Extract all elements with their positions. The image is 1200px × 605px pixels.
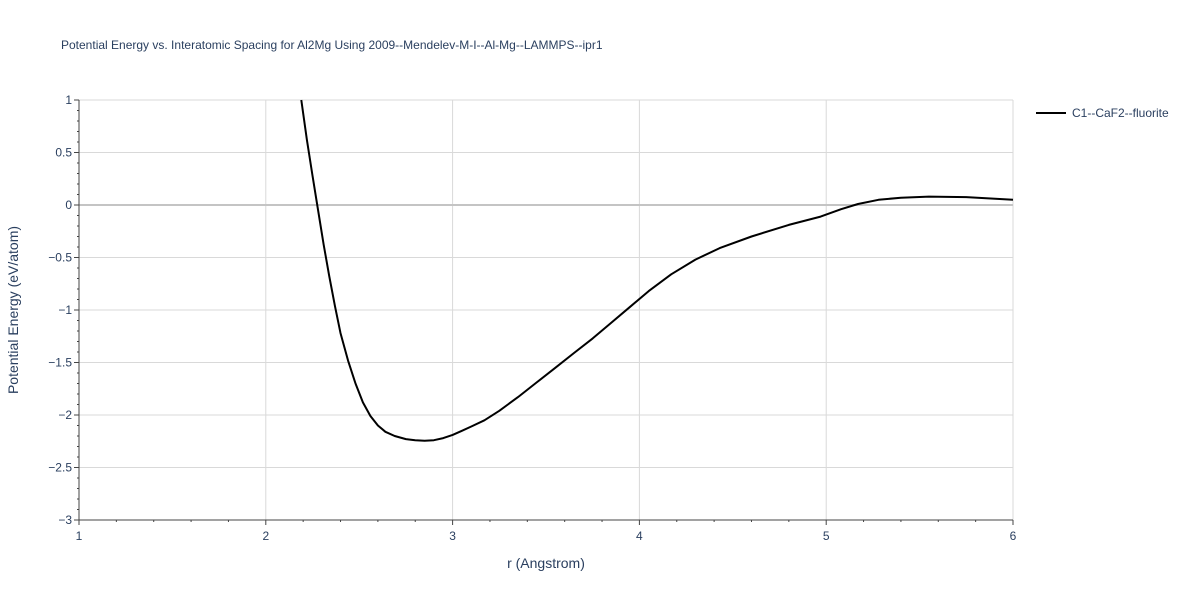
series-layer [300, 99, 1014, 442]
x-tick-label: 5 [823, 529, 830, 543]
x-tick-label: 3 [449, 529, 456, 543]
y-tick-label: −0.5 [48, 251, 72, 265]
y-axis-title: Potential Energy (eV/atom) [5, 226, 21, 394]
y-tick-label: −1.5 [48, 356, 72, 370]
y-tick-label: −3 [58, 513, 72, 527]
x-tick-label: 6 [1010, 529, 1017, 543]
y-tick-label: 0.5 [55, 146, 72, 160]
y-tick-label: −1 [58, 303, 72, 317]
y-tick-label: −2.5 [48, 461, 72, 475]
x-tick-label: 4 [636, 529, 643, 543]
chart-title: Potential Energy vs. Interatomic Spacing… [61, 38, 603, 52]
y-tick-label: 1 [65, 93, 72, 107]
x-axis-title: r (Angstrom) [507, 555, 585, 571]
y-tick-label: −2 [58, 408, 72, 422]
series-line [300, 99, 1014, 442]
legend[interactable]: C1--CaF2--fluorite [1036, 106, 1169, 120]
y-tick-label: 0 [65, 198, 72, 212]
axes-layer: 1 2 3 4 5 6 −3 −2.5 −2 −1.5 −1 −0.5 0 0.5 1 [48, 93, 1016, 543]
legend-line-swatch [1036, 112, 1066, 114]
x-tick-label: 1 [76, 529, 83, 543]
x-tick-label: 2 [262, 529, 269, 543]
legend-label: C1--CaF2--fluorite [1072, 106, 1169, 120]
grid-layer [79, 99, 1014, 520]
